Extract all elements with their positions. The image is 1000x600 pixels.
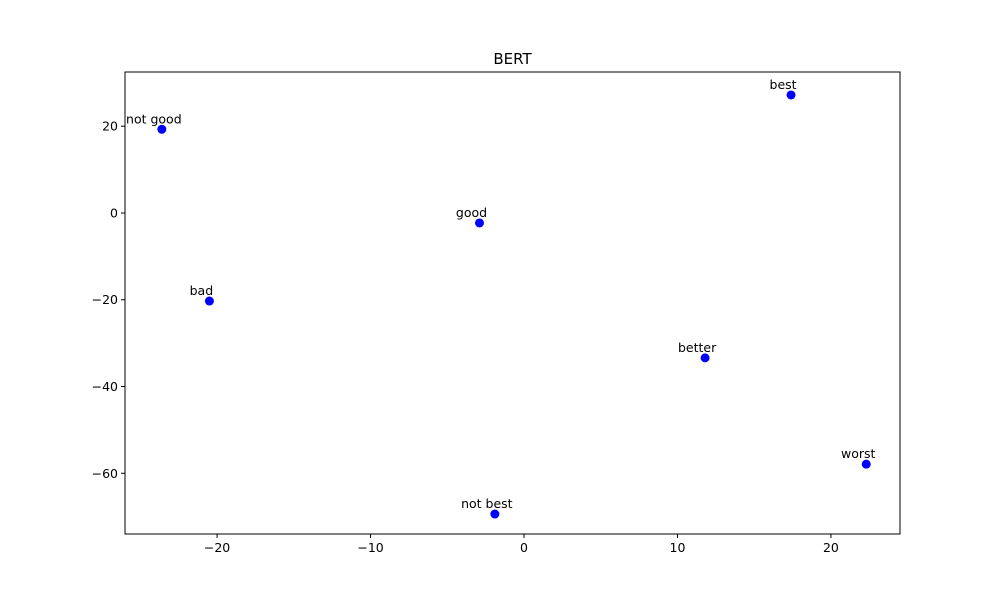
y-tick-label: −60 (92, 466, 118, 481)
data-point-label: good (456, 205, 487, 220)
y-tick-label: −40 (92, 379, 118, 394)
y-axis: −60 −40 −20 0 20 (92, 119, 125, 481)
chart-title: BERT (493, 50, 532, 68)
y-tick-label: −20 (92, 292, 118, 307)
data-points: not good good bad best better worst not best (126, 77, 876, 519)
data-point-best (786, 90, 796, 100)
data-point-label: worst (841, 446, 876, 461)
data-point-label: better (678, 340, 717, 355)
data-point-label: not good (126, 111, 182, 126)
data-point-worst (861, 459, 871, 469)
x-tick-label: −20 (204, 540, 230, 555)
data-point-label: not best (461, 496, 513, 511)
x-axis: −20 −10 0 10 20 (204, 534, 839, 555)
x-tick-label: −10 (357, 540, 383, 555)
data-point-better (700, 353, 710, 363)
x-tick-label: 10 (670, 540, 686, 555)
data-point-not-good (157, 124, 167, 134)
x-tick-label: 0 (520, 540, 528, 555)
x-tick-label: 20 (823, 540, 839, 555)
data-point-label: best (770, 77, 797, 92)
y-tick-label: 0 (110, 205, 118, 220)
data-point-good (475, 218, 485, 228)
y-tick-label: 20 (102, 119, 118, 134)
data-point-not-best (490, 509, 500, 519)
data-point-bad (204, 296, 214, 306)
data-point-label: bad (190, 283, 214, 298)
plot-area-frame (124, 71, 901, 535)
